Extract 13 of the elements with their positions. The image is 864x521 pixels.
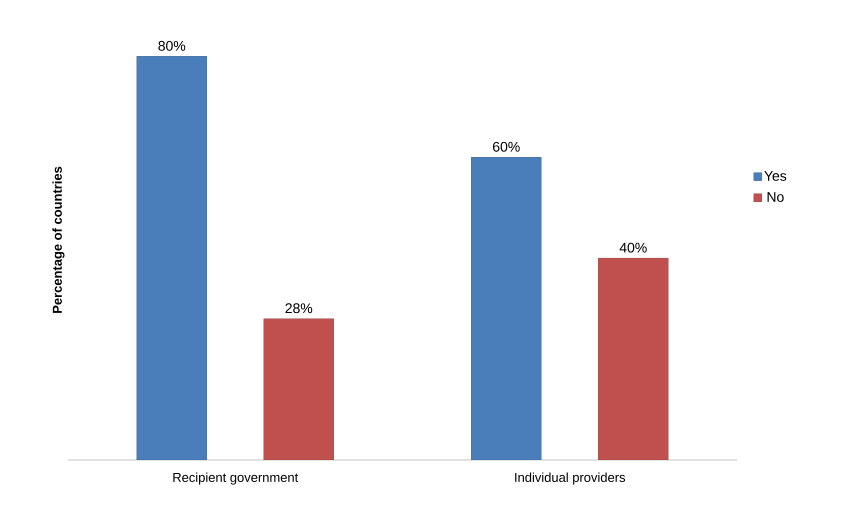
bar bbox=[598, 258, 668, 460]
data-label: 80% bbox=[158, 40, 186, 51]
bar bbox=[136, 56, 207, 460]
x-tick-label: Individual providers bbox=[515, 472, 626, 485]
y-axis-title: Percentage of countries bbox=[52, 166, 64, 313]
legend-label: Yes bbox=[764, 171, 786, 181]
legend-label: No bbox=[768, 192, 784, 202]
data-label: 60% bbox=[493, 142, 520, 152]
bar bbox=[471, 157, 542, 460]
data-label: 40% bbox=[620, 242, 647, 253]
x-tick-label: Recipient government bbox=[173, 472, 298, 485]
bar bbox=[264, 318, 334, 460]
data-label: 28% bbox=[286, 303, 312, 314]
